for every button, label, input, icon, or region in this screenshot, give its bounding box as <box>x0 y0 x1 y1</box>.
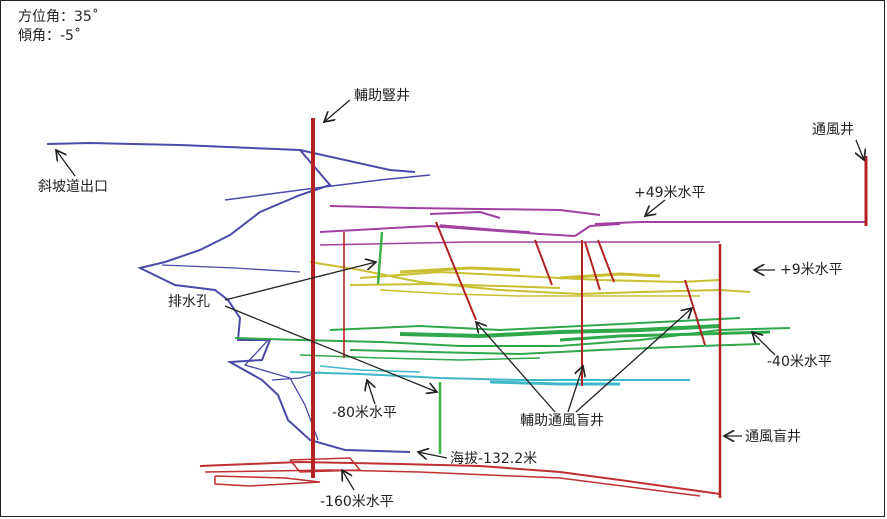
dip-text: 傾角：-5˚ <box>18 28 81 44</box>
label-level-minus40: -40米水平 <box>767 354 832 370</box>
level-minus40 <box>234 317 791 361</box>
label-level-minus80: -80米水平 <box>332 405 397 421</box>
label-level-plus49: +49米水平 <box>634 185 706 201</box>
label-elevation: 海拔-132.2米 <box>450 451 538 467</box>
label-level-plus9: +9米水平 <box>780 262 843 278</box>
label-aux-shaft: 輔助豎井 <box>354 88 410 104</box>
shafts <box>311 118 868 498</box>
azimuth-text: 方位角：35˚ <box>18 9 99 25</box>
level-minus80 <box>289 365 690 386</box>
label-level-minus160: -160米水平 <box>320 494 394 510</box>
label-vent-blind-shaft: 通風盲井 <box>745 429 801 445</box>
level-minus160 <box>199 457 721 497</box>
label-vent-shaft: 通風井 <box>812 122 854 138</box>
level-plus49 <box>319 205 865 246</box>
annotation-arrows <box>56 99 864 491</box>
label-aux-vent-blind-shaft: 輔助通風盲井 <box>520 413 604 429</box>
label-drain-hole: 排水孔 <box>168 294 210 310</box>
level-plus9 <box>309 261 751 297</box>
drain-holes <box>376 231 442 454</box>
label-ramp-exit: 斜坡道出口 <box>38 179 108 195</box>
